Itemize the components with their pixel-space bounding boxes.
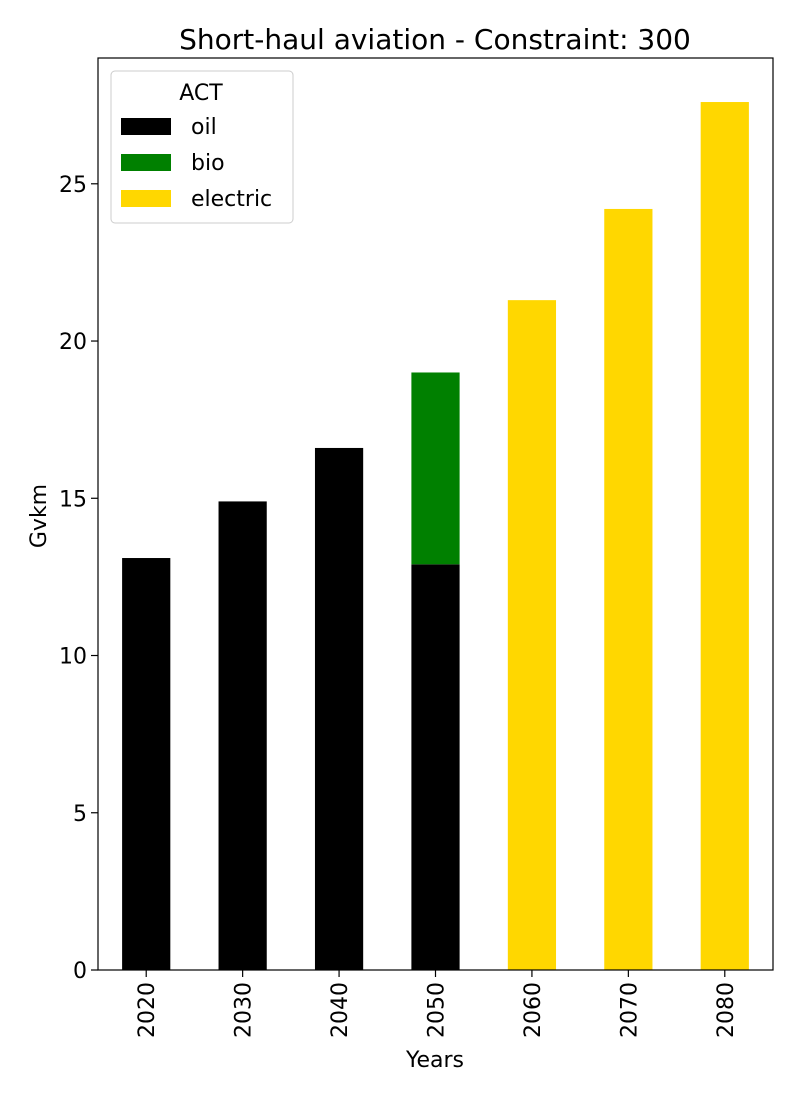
bar-bio-2050 [411,372,460,565]
x-tick-label: 2060 [521,982,546,1038]
x-axis: 2020 2030 2040 2050 2060 2070 2080 [135,970,739,1038]
y-axis-label: Gvkm [27,484,52,548]
bar-electric-2080 [700,102,749,970]
legend-title: ACT [179,81,223,106]
y-tick-label: 10 [59,645,87,670]
x-tick-label: 2080 [714,982,739,1038]
bar-oil-2050 [411,564,460,970]
chart-title: Short-haul aviation - Constraint: 300 [179,23,691,56]
x-tick-label: 2020 [135,982,160,1038]
x-axis-label: Years [405,1048,464,1073]
bar-electric-2070 [604,208,653,970]
legend: ACT oil bio electric [110,70,294,224]
y-tick-label: 5 [73,802,87,827]
legend-label-oil: oil [191,115,217,140]
y-axis: 0 5 10 15 20 25 [59,173,98,984]
legend-swatch-oil [121,118,171,135]
legend-swatch-electric [121,190,171,207]
legend-box [110,70,294,224]
y-tick-label: 20 [59,330,87,355]
bar-oil-2030 [218,501,267,970]
legend-label-bio: bio [191,151,225,176]
bar-oil-2040 [314,447,364,970]
legend-swatch-bio [121,154,171,171]
y-tick-label: 0 [73,959,87,984]
bar-electric-2060 [507,300,557,970]
legend-items: oil bio electric [121,115,272,212]
x-tick-label: 2030 [232,982,257,1038]
bars-group [122,102,749,970]
bar-oil-2020 [122,558,171,970]
x-tick-label: 2040 [328,982,353,1038]
x-tick-label: 2070 [617,982,642,1038]
x-tick-label: 2050 [425,982,450,1038]
legend-label-electric: electric [191,187,272,212]
y-tick-label: 25 [59,173,87,198]
y-tick-label: 15 [59,487,87,512]
